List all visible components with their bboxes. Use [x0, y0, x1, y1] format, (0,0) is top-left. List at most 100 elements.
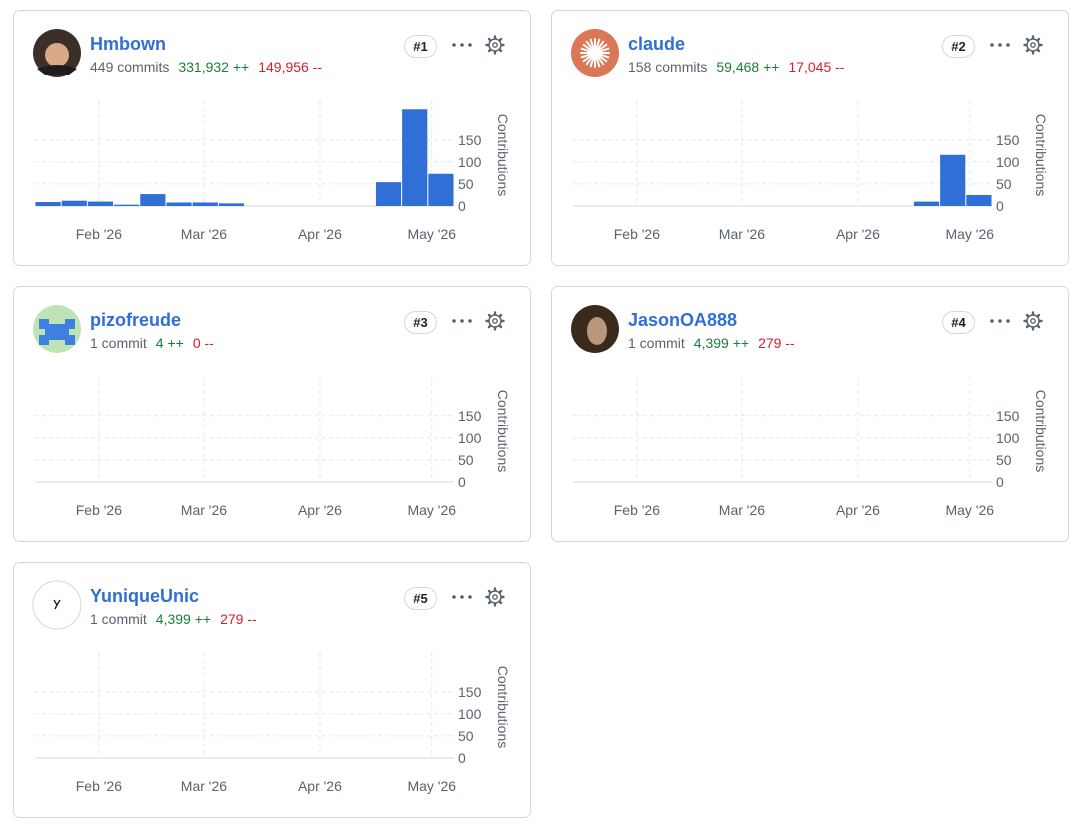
bar [192, 202, 218, 206]
x-tick-label: Apr '26 [836, 502, 880, 518]
contributor-commits: 1 commit [90, 611, 147, 627]
y-tick-label: 150 [458, 408, 482, 424]
dot [460, 43, 464, 47]
avatar-figure [587, 317, 607, 345]
x-tick-label: Feb '26 [76, 502, 122, 518]
contributor-commits: 1 commit [90, 335, 147, 351]
dot [452, 319, 456, 323]
dot [990, 319, 994, 323]
rank-pill [942, 35, 975, 58]
bar [375, 182, 402, 206]
dot [1006, 319, 1010, 323]
y-tick-label: 150 [996, 132, 1020, 148]
contributor-name[interactable]: JasonOA888 [628, 310, 737, 330]
rank-pill [404, 311, 437, 334]
contributor-deletions: 0 -- [193, 335, 214, 351]
x-tick-label: Feb '26 [614, 502, 660, 518]
rank: #5 [413, 591, 427, 606]
gear-hole [492, 318, 498, 324]
contributor-additions: 4 ++ [156, 335, 184, 351]
y-tick-label: 0 [458, 750, 466, 766]
y-tick-label: 100 [458, 430, 482, 446]
more-button[interactable] [452, 43, 472, 47]
rank: #1 [413, 39, 427, 54]
y-tick-label: 0 [996, 198, 1004, 214]
y-axis-title: Contributions [495, 390, 511, 473]
gear-ring [1026, 38, 1040, 52]
settings-button[interactable] [485, 311, 505, 331]
avatar-glyph [39, 319, 75, 345]
rank: #3 [413, 315, 427, 330]
y-axis-title: Contributions [1033, 390, 1049, 473]
x-tick-label: Mar '26 [181, 502, 227, 518]
y-tick-label: 0 [458, 474, 466, 490]
more-button[interactable] [452, 319, 472, 323]
x-tick-label: Mar '26 [719, 226, 765, 242]
avatar-glyph [53, 599, 61, 610]
dot [468, 43, 472, 47]
rank: #2 [951, 39, 965, 54]
x-tick-label: May '26 [407, 502, 456, 518]
dot [998, 43, 1002, 47]
contributor-card: JasonOA888 1 commit 4,399 ++ 279 -- #4 0 50 100… [551, 286, 1069, 542]
y-tick-label: 150 [458, 132, 482, 148]
bar [166, 202, 192, 206]
gear-ring [488, 314, 502, 328]
settings-button[interactable] [1023, 35, 1043, 55]
contributor-name[interactable]: Hmbown [90, 34, 166, 54]
rank-pill [404, 587, 437, 610]
more-button[interactable] [990, 43, 1010, 47]
bar [35, 202, 61, 206]
rank: #4 [951, 315, 966, 330]
x-tick-label: Apr '26 [298, 226, 342, 242]
contributor-name[interactable]: pizofreude [90, 310, 181, 330]
card-border [13, 562, 531, 818]
avatar-face [45, 43, 69, 67]
contributor-commits: 158 commits [628, 59, 707, 75]
contributor-name[interactable]: claude [628, 34, 685, 54]
contributor-additions: 331,932 ++ [178, 59, 249, 75]
contributor-deletions: 279 -- [220, 611, 257, 627]
y-tick-label: 50 [996, 176, 1012, 192]
y-tick-label: 150 [458, 684, 482, 700]
y-tick-label: 100 [996, 154, 1020, 170]
y-tick-label: 0 [996, 474, 1004, 490]
rank-pill [942, 311, 975, 334]
x-tick-label: Apr '26 [836, 226, 880, 242]
x-tick-label: May '26 [407, 226, 456, 242]
bar [966, 194, 992, 206]
x-tick-label: May '26 [945, 226, 994, 242]
gear-hole [1030, 318, 1036, 324]
contributor-commits: 1 commit [628, 335, 685, 351]
y-axis-title: Contributions [495, 114, 511, 197]
contributor-additions: 4,399 ++ [694, 335, 749, 351]
y-tick-label: 150 [996, 408, 1020, 424]
gear-hole [1030, 42, 1036, 48]
x-tick-label: Feb '26 [76, 778, 122, 794]
contributor-additions: 4,399 ++ [156, 611, 211, 627]
settings-button[interactable] [485, 35, 505, 55]
bar [913, 201, 940, 206]
dot [452, 595, 456, 599]
y-tick-label: 50 [458, 728, 474, 744]
y-tick-label: 100 [996, 430, 1020, 446]
avatar-shirt [37, 65, 77, 75]
bar [114, 204, 140, 206]
card-border [551, 286, 1069, 542]
more-button[interactable] [990, 319, 1010, 323]
x-tick-label: Mar '26 [181, 778, 227, 794]
settings-button[interactable] [485, 587, 505, 607]
card-border [551, 10, 1069, 266]
dot [990, 43, 994, 47]
dot [1006, 43, 1010, 47]
bar [87, 201, 114, 206]
contributor-name[interactable]: YuniqueUnic [90, 586, 199, 606]
x-tick-label: Mar '26 [181, 226, 227, 242]
x-tick-label: Feb '26 [76, 226, 122, 242]
contributor-deletions: 279 -- [758, 335, 795, 351]
settings-button[interactable] [1023, 311, 1043, 331]
bar [140, 194, 166, 206]
y-tick-label: 50 [458, 452, 474, 468]
more-button[interactable] [452, 595, 472, 599]
